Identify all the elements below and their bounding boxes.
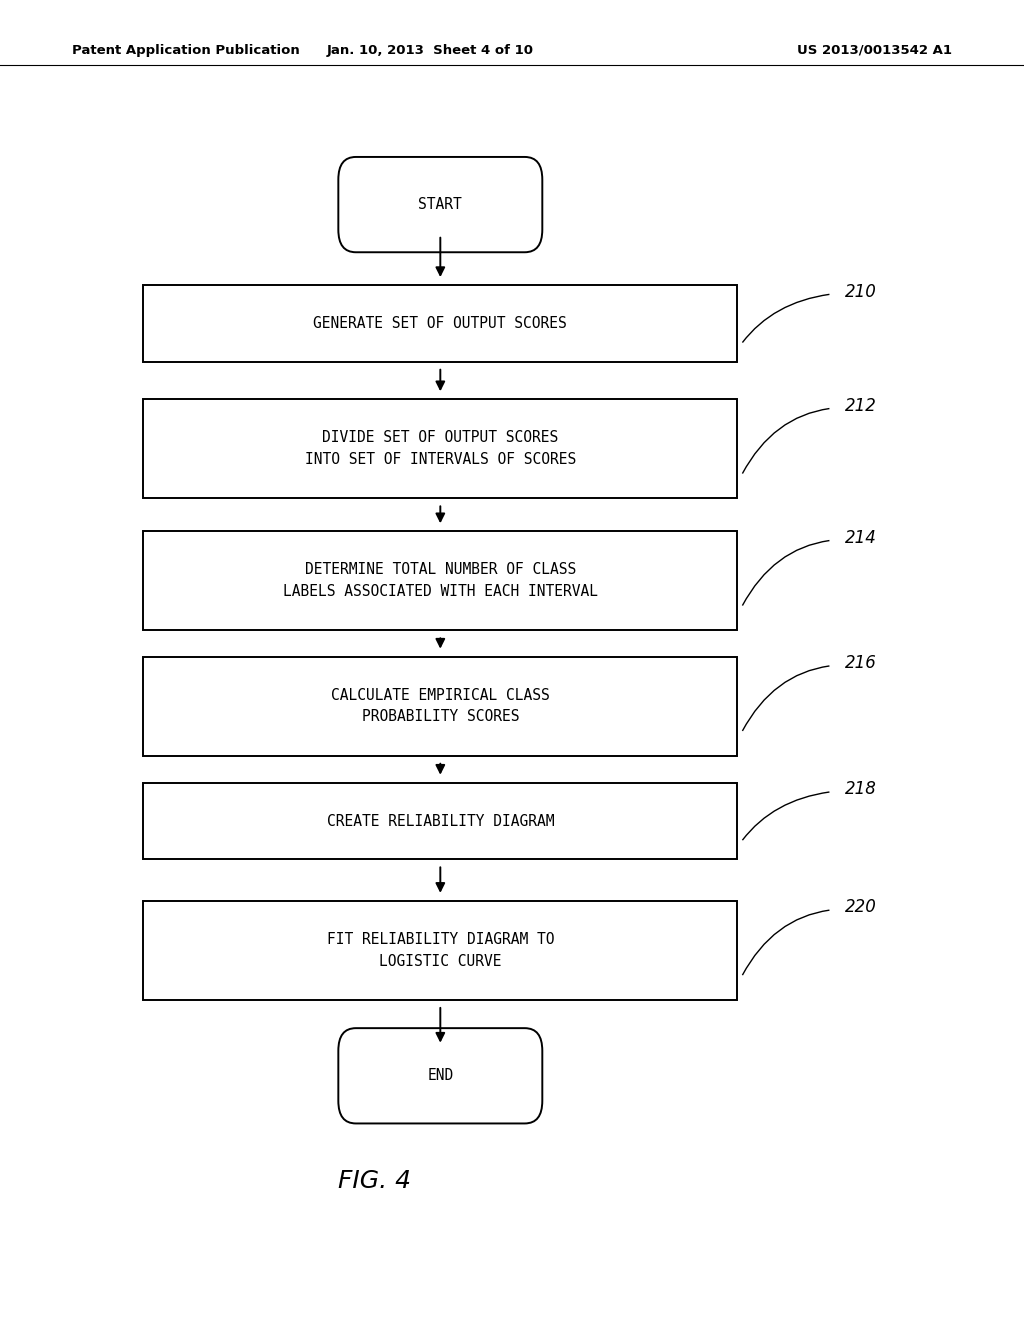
Text: 220: 220 bbox=[845, 899, 877, 916]
Text: CALCULATE EMPIRICAL CLASS
PROBABILITY SCORES: CALCULATE EMPIRICAL CLASS PROBABILITY SC… bbox=[331, 688, 550, 725]
FancyBboxPatch shape bbox=[338, 157, 543, 252]
Text: FIT RELIABILITY DIAGRAM TO
LOGISTIC CURVE: FIT RELIABILITY DIAGRAM TO LOGISTIC CURV… bbox=[327, 932, 554, 969]
Text: START: START bbox=[419, 197, 462, 213]
Text: GENERATE SET OF OUTPUT SCORES: GENERATE SET OF OUTPUT SCORES bbox=[313, 315, 567, 331]
Text: 212: 212 bbox=[845, 397, 877, 414]
Text: 214: 214 bbox=[845, 529, 877, 546]
Bar bbox=[143, 399, 737, 498]
Text: CREATE RELIABILITY DIAGRAM: CREATE RELIABILITY DIAGRAM bbox=[327, 813, 554, 829]
Text: DETERMINE TOTAL NUMBER OF CLASS
LABELS ASSOCIATED WITH EACH INTERVAL: DETERMINE TOTAL NUMBER OF CLASS LABELS A… bbox=[283, 562, 598, 599]
Text: Jan. 10, 2013  Sheet 4 of 10: Jan. 10, 2013 Sheet 4 of 10 bbox=[327, 44, 534, 57]
Bar bbox=[143, 656, 737, 755]
Text: Patent Application Publication: Patent Application Publication bbox=[72, 44, 299, 57]
Text: 216: 216 bbox=[845, 655, 877, 672]
Text: 218: 218 bbox=[845, 780, 877, 799]
Text: FIG. 4: FIG. 4 bbox=[338, 1170, 411, 1193]
Text: DIVIDE SET OF OUTPUT SCORES
INTO SET OF INTERVALS OF SCORES: DIVIDE SET OF OUTPUT SCORES INTO SET OF … bbox=[305, 430, 575, 467]
Bar bbox=[143, 900, 737, 1001]
Bar bbox=[143, 285, 737, 362]
Text: END: END bbox=[427, 1068, 454, 1084]
Bar bbox=[143, 531, 737, 630]
Bar bbox=[143, 783, 737, 859]
Text: US 2013/0013542 A1: US 2013/0013542 A1 bbox=[798, 44, 952, 57]
FancyBboxPatch shape bbox=[338, 1028, 543, 1123]
Text: 210: 210 bbox=[845, 282, 877, 301]
